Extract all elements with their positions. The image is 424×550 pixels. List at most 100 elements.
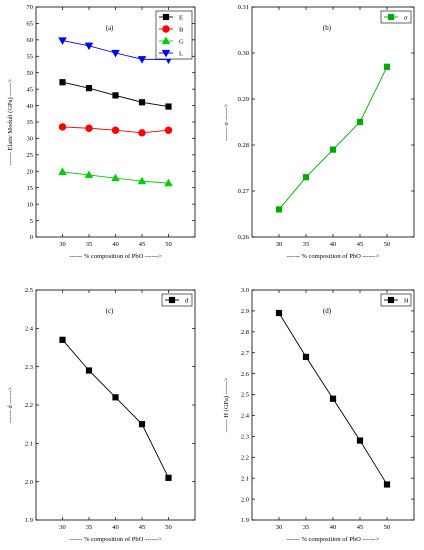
series-G [58, 167, 173, 187]
data-point [383, 63, 391, 70]
y-tick-label: 30 [27, 136, 34, 143]
chart-panel-2: 30 35 40 45 50 0.26 0.27 0.28 0.29 0.30 0.31 ------… [223, 4, 415, 260]
y-tick-label: 65 [27, 21, 34, 28]
y-tick-label: 2.7 [241, 350, 250, 357]
y-axis-label: ------ H (GPa) ------> [223, 377, 230, 432]
x-axis-label: ------ % composition of PbO ------> [69, 536, 162, 543]
data-point [59, 79, 66, 86]
x-tick-label: 30 [59, 241, 66, 248]
series-E [59, 79, 172, 110]
y-tick-label: 2.2 [241, 454, 249, 461]
series-σ [275, 63, 391, 213]
y-tick-label: 2.2 [25, 402, 33, 409]
chart-panel-3: 30 35 40 45 50 1.9 2.0 2.1 2.2 2.3 2.4 2.5 ------ % … [7, 287, 196, 543]
data-point [356, 437, 364, 444]
plot-frame [251, 6, 415, 238]
legend-marker [162, 25, 170, 33]
panel-label: (d) [323, 307, 332, 315]
chart-panel-1: 30 35 40 45 50 0 5 10 15 20 25 30 35 40 45 50 55 60 65 70 --… [7, 4, 196, 260]
y-tick-label: 2.3 [25, 364, 33, 371]
legend-marker [387, 296, 395, 304]
data-point [84, 170, 94, 178]
x-tick-label: 40 [330, 524, 337, 531]
data-point [164, 178, 173, 187]
data-point [112, 92, 119, 99]
y-tick-label: 35 [27, 119, 34, 126]
data-point [58, 167, 67, 176]
data-point [58, 123, 67, 131]
legend-marker [161, 49, 171, 58]
series-line [62, 339, 169, 479]
x-tick-label: 45 [357, 524, 364, 531]
data-point [383, 481, 391, 488]
data-point [85, 124, 93, 132]
series-line [278, 66, 388, 210]
x-tick-label: 30 [276, 524, 283, 531]
y-axis-label: ------ Elatic Moduli (GPa) ------> [7, 79, 14, 165]
legend: H [380, 293, 412, 307]
data-point [85, 85, 93, 92]
x-axis-label: ------ % composition of PbO ------> [69, 253, 162, 260]
y-tick-label: 0.26 [238, 234, 250, 241]
y-tick-label: 45 [27, 86, 34, 93]
y-tick-label: 2.0 [241, 496, 249, 503]
x-tick-label: 30 [276, 241, 283, 248]
x-tick-label: 45 [357, 241, 364, 248]
data-point [111, 126, 120, 134]
legend: d [161, 293, 193, 307]
x-tick-label: 40 [112, 524, 119, 531]
series-L [58, 37, 173, 64]
data-point [138, 421, 146, 428]
legend-marker [161, 36, 171, 45]
legend-marker [168, 296, 176, 304]
y-tick-label: 2.3 [241, 434, 249, 441]
x-tick-label: 50 [165, 241, 172, 248]
y-tick-label: 40 [27, 103, 34, 110]
x-tick-label: 30 [59, 524, 66, 531]
y-tick-label: 2.5 [241, 392, 249, 399]
series-d [59, 336, 172, 481]
y-tick-label: 0.27 [238, 188, 250, 195]
data-point [59, 336, 66, 343]
x-tick-label: 35 [86, 241, 93, 248]
y-tick-label: 0.31 [238, 4, 249, 11]
x-tick-label: 40 [330, 241, 337, 248]
data-point [111, 173, 120, 182]
data-point [85, 367, 93, 374]
legend: σ [380, 10, 412, 24]
data-point [84, 42, 94, 51]
data-point [302, 174, 310, 181]
y-tick-label: 2.6 [241, 371, 250, 378]
y-tick-label: 2.0 [25, 479, 33, 486]
x-tick-label: 50 [384, 241, 391, 248]
legend-label: σ [404, 14, 408, 21]
y-tick-label: 3.0 [241, 287, 249, 294]
x-tick-label: 35 [303, 524, 310, 531]
data-point [112, 394, 119, 401]
x-tick-label: 40 [112, 241, 119, 248]
panel-label: (a) [106, 24, 114, 32]
data-point [329, 146, 337, 153]
legend-label: L [179, 50, 183, 57]
x-tick-label: 35 [86, 524, 93, 531]
legend-label: d [185, 297, 189, 304]
data-point [275, 309, 283, 317]
y-tick-label: 2.4 [25, 326, 34, 333]
y-tick-label: 60 [27, 37, 34, 44]
legend-label: E [179, 14, 183, 21]
legend-label: G [179, 38, 184, 45]
x-axis-label: ------ % composition of PbO ------> [287, 253, 380, 260]
legend-marker [387, 13, 395, 21]
legend-box [155, 10, 193, 60]
y-tick-label: 2.1 [241, 475, 249, 482]
y-tick-label: 55 [27, 53, 34, 60]
data-point [165, 474, 172, 481]
data-point [137, 176, 147, 185]
y-tick-label: 0 [30, 234, 33, 241]
data-point [164, 126, 173, 134]
y-tick-label: 10 [27, 201, 34, 208]
y-tick-label: 2.9 [241, 308, 249, 315]
y-tick-label: 2.4 [241, 413, 250, 420]
y-tick-label: 15 [27, 185, 34, 192]
